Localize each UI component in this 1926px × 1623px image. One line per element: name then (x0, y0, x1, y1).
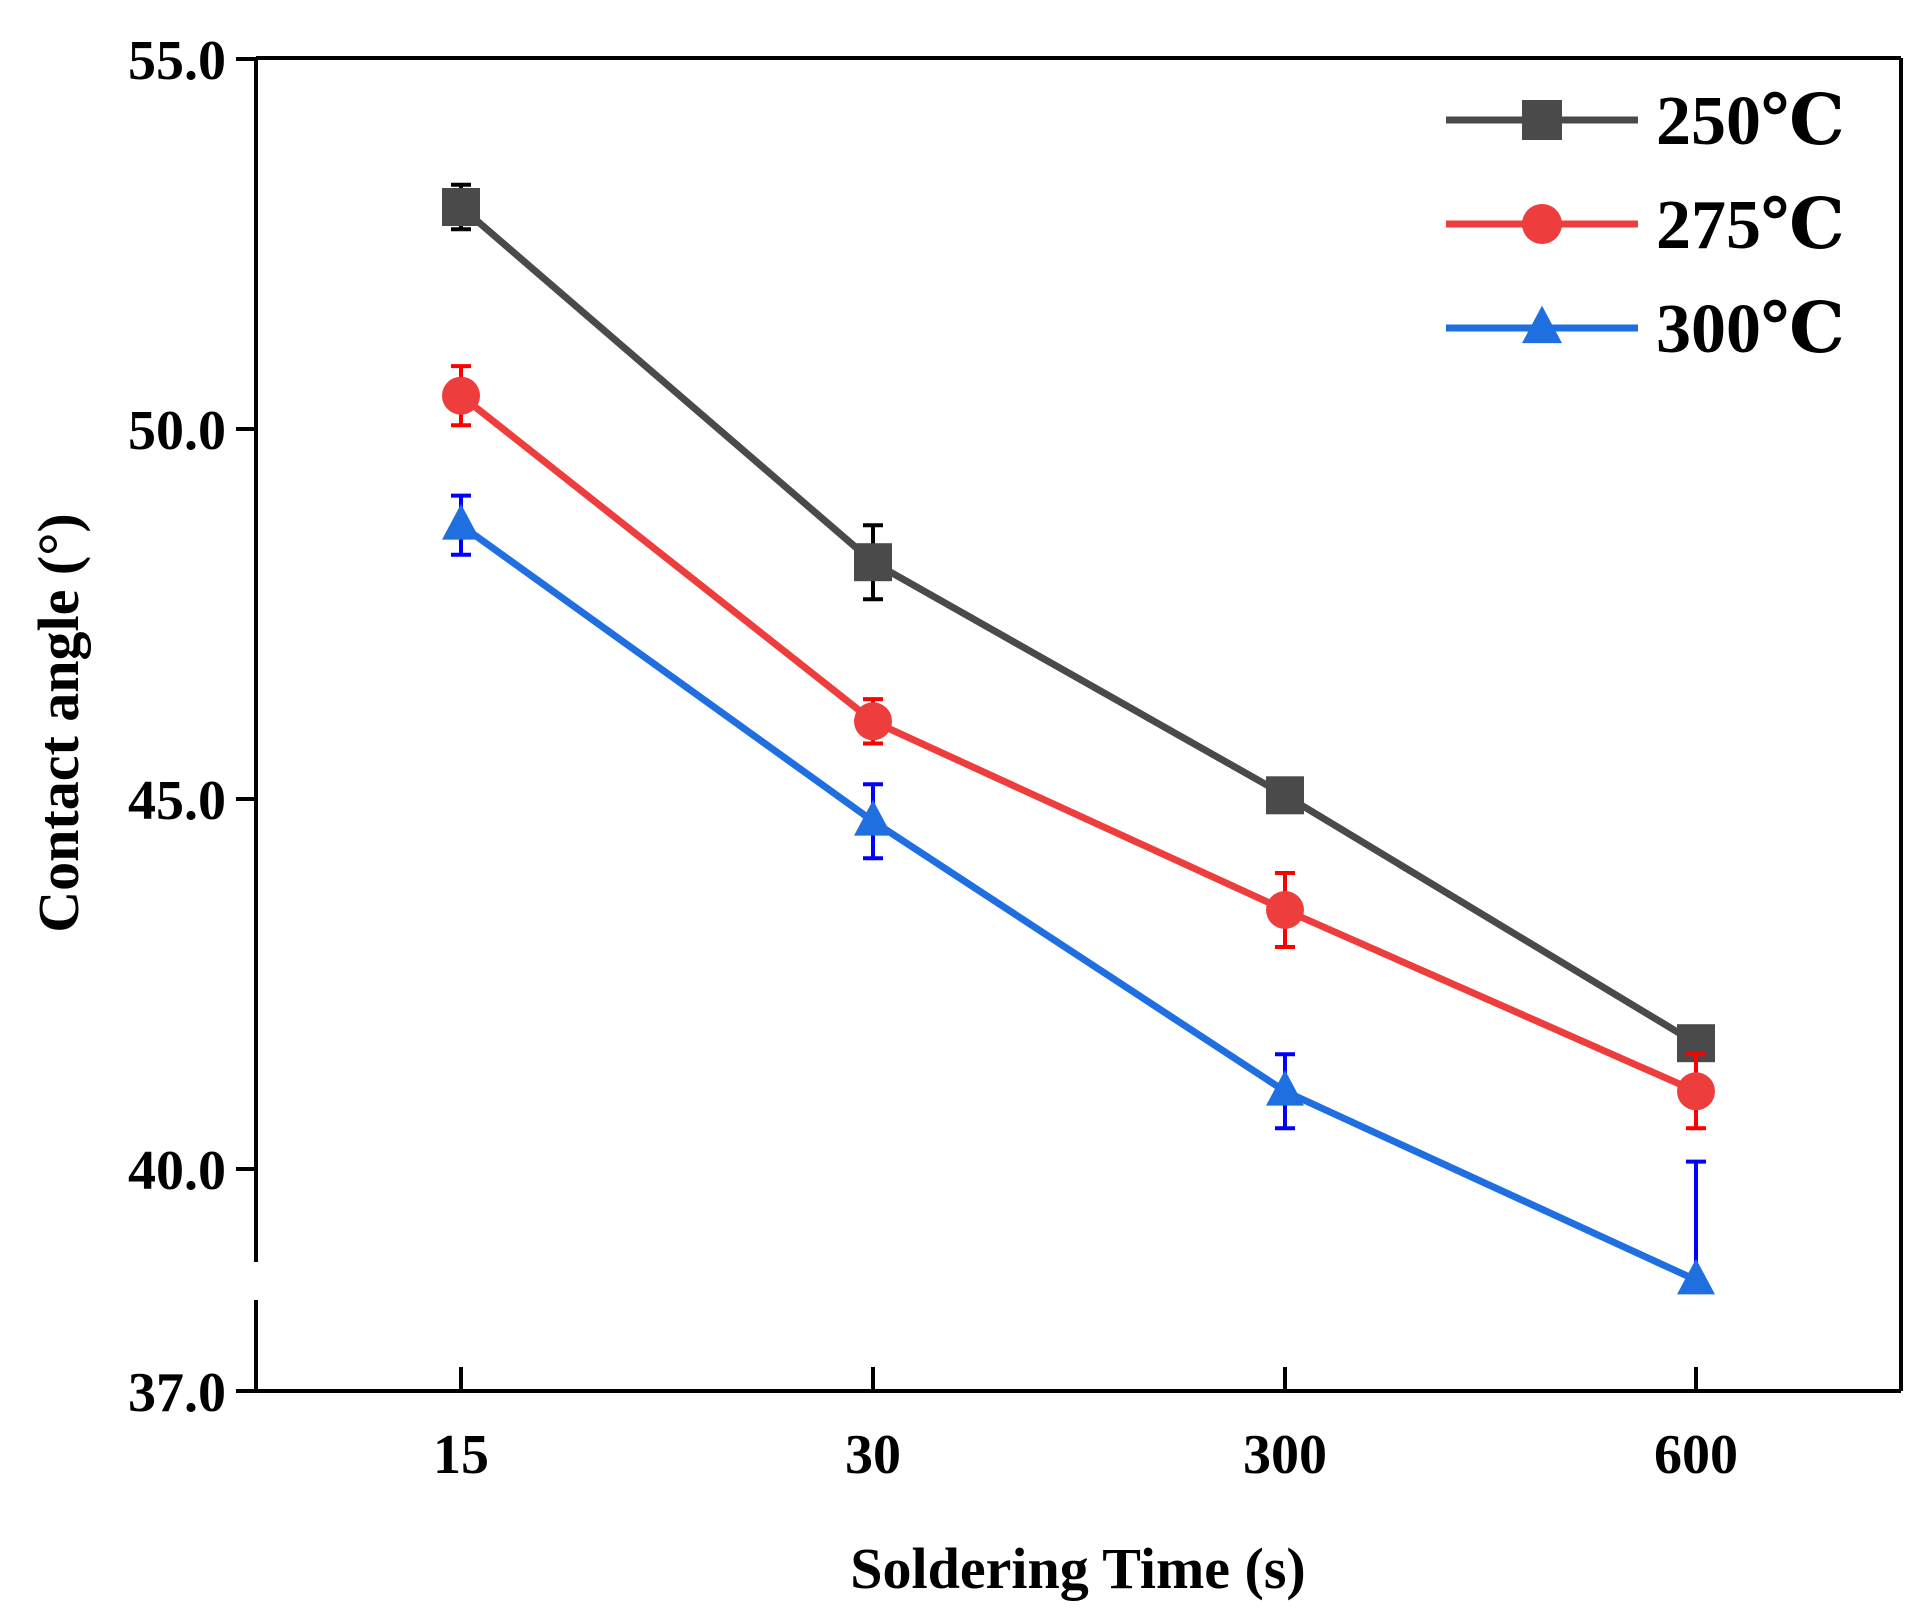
data-point-marker (442, 188, 480, 226)
x-tick-label: 30 (845, 1424, 901, 1486)
legend-marker (1522, 204, 1562, 244)
series-3 (442, 493, 1715, 1295)
x-axis-title: Soldering Time (s) (850, 1536, 1305, 1601)
data-point-marker (854, 543, 892, 582)
legend-item-1: 250℃ (1446, 83, 1845, 160)
series-1 (442, 182, 1715, 1063)
data-point-marker (1677, 1258, 1715, 1295)
legend-label: 300℃ (1656, 291, 1845, 368)
y-tick-label: 55.0 (128, 30, 226, 92)
data-point-marker (854, 702, 892, 741)
data-point-marker (442, 503, 480, 540)
y-axis-title: Contact angle (°) (26, 513, 91, 932)
series-2 (442, 364, 1715, 1131)
series-line (458, 204, 1698, 1047)
data-point-marker (1677, 1072, 1715, 1111)
series-layer (442, 182, 1715, 1295)
legend-item-2: 275℃ (1446, 187, 1845, 264)
y-tick-label: 50.0 (128, 400, 226, 462)
series-line (458, 522, 1698, 1284)
y-tick-label: 40.0 (128, 1140, 226, 1202)
legend-marker (1522, 305, 1562, 344)
y-tick-label: 37.0 (128, 1362, 226, 1424)
legend-label: 275℃ (1656, 187, 1845, 264)
data-point-marker (854, 799, 892, 836)
tick-marks: 37.0 40.0 45.0 50.0 55.0 15 30 300 600 (128, 30, 1738, 1486)
data-point-marker (442, 376, 480, 415)
x-tick-label: 300 (1243, 1424, 1327, 1486)
data-point-marker (1266, 776, 1304, 815)
legend: 250℃ 275℃ 300℃ (1446, 83, 1845, 368)
legend-label: 250℃ (1656, 83, 1845, 160)
data-point-marker (1266, 1070, 1304, 1106)
data-point-marker (1266, 891, 1304, 929)
legend-marker (1522, 100, 1562, 140)
x-tick-label: 600 (1654, 1424, 1738, 1486)
y-tick-label: 45.0 (128, 770, 226, 832)
legend-item-3: 300℃ (1446, 291, 1845, 368)
x-tick-label: 15 (433, 1424, 489, 1486)
series-line (458, 392, 1698, 1095)
axes (254, 56, 1903, 1393)
